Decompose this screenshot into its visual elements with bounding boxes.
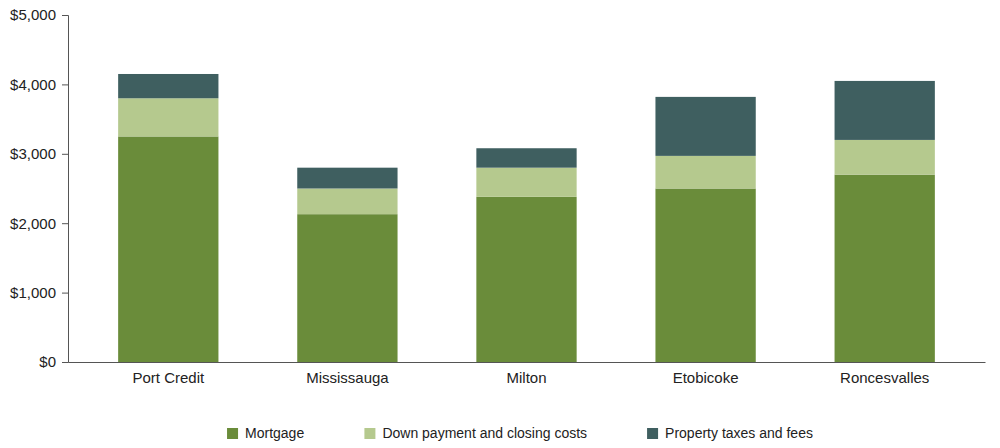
bar [118, 74, 218, 98]
chart: $0 $1,000 $2,000 $3,000 $4,000 $5,000 Port Cre… [0, 0, 1000, 448]
bar [476, 148, 576, 167]
bars [118, 74, 935, 362]
legend-item: Property taxes and fees [647, 425, 813, 441]
y-tick-mark [62, 84, 68, 85]
plot-area: $0 $1,000 $2,000 $3,000 $4,000 $5,000 Port Cre… [10, 6, 985, 385]
bar [297, 214, 397, 362]
x-tick-label: Port Credit [132, 369, 205, 386]
x-tick: Milton [506, 362, 546, 386]
bar [835, 81, 935, 140]
legend-swatch [647, 428, 658, 439]
x-axis-line [69, 362, 986, 363]
x-tick: Mississauga [306, 362, 389, 386]
y-tick-label: $5,000 [10, 6, 56, 23]
bar [835, 140, 935, 175]
y-tick-label: $1,000 [10, 284, 56, 301]
y-tick-label: $3,000 [10, 145, 56, 162]
y-tick-mark [62, 15, 68, 16]
x-tick-label: Roncesvalles [840, 369, 929, 386]
y-tick-mark [62, 293, 68, 294]
bar [118, 136, 218, 362]
x-tick-label: Etobicoke [673, 369, 739, 386]
legend-item: Mortgage [227, 425, 304, 441]
bar [118, 98, 218, 136]
series [118, 136, 935, 362]
legend: Mortgage Down payment and closing costs Pr… [227, 425, 813, 441]
y-tick-mark [62, 223, 68, 224]
y-tick: $0 [39, 353, 68, 370]
x-tick-label: Mississauga [306, 369, 389, 386]
y-tick: $1,000 [10, 284, 68, 301]
series [118, 98, 935, 214]
bar [655, 156, 755, 189]
y-tick-label: $0 [39, 353, 56, 370]
y-tick: $3,000 [10, 145, 68, 162]
bar [297, 189, 397, 215]
y-tick: $2,000 [10, 215, 68, 232]
y-axis-line [62, 16, 69, 363]
y-tick-label: $4,000 [10, 76, 56, 93]
y-tick-mark [62, 154, 68, 155]
legend-label: Down payment and closing costs [382, 425, 587, 441]
x-tick: Roncesvalles [840, 362, 929, 386]
legend-label: Mortgage [245, 425, 304, 441]
bar [297, 168, 397, 189]
y-tick: $4,000 [10, 76, 68, 93]
legend-item: Down payment and closing costs [364, 425, 587, 441]
y-tick: $5,000 [10, 6, 68, 23]
bar [476, 197, 576, 362]
bar [655, 97, 755, 156]
bar [476, 168, 576, 197]
legend-swatch [227, 428, 238, 439]
y-tick-mark [62, 362, 68, 363]
legend-label: Property taxes and fees [665, 425, 813, 441]
x-axis: Port Credit Mississauga Milton Etobicoke Ron… [69, 362, 986, 386]
y-axis: $0 $1,000 $2,000 $3,000 $4,000 $5,000 [10, 6, 68, 370]
x-tick-label: Milton [506, 369, 546, 386]
legend-swatch [364, 428, 375, 439]
bar [655, 189, 755, 363]
bar [835, 175, 935, 362]
y-tick-label: $2,000 [10, 215, 56, 232]
x-tick: Etobicoke [673, 362, 739, 386]
series [118, 74, 935, 189]
x-tick: Port Credit [132, 362, 205, 386]
